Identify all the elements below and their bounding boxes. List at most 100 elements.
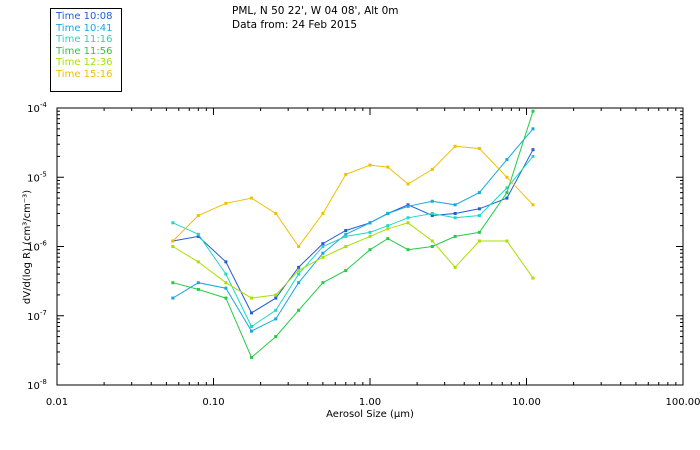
location-label: PML, N 50 22', W 04 08', Alt 0m	[232, 5, 399, 17]
x-tick-label: 100.00	[666, 397, 700, 408]
series-4-point	[368, 248, 372, 252]
series-1-point	[406, 203, 410, 207]
series-6-point	[171, 239, 175, 243]
series-3-point	[344, 234, 348, 238]
legend-entry: Time 11:56	[56, 45, 113, 57]
series-6-point	[344, 172, 348, 176]
series-6-point	[477, 147, 481, 151]
series-5-point	[171, 245, 175, 248]
series-5-point	[321, 255, 325, 259]
series-3-point	[453, 216, 457, 220]
series-6-point	[430, 167, 434, 171]
series-3-point	[297, 272, 301, 276]
legend-entry: Time 15:16	[56, 68, 113, 80]
series-2-point	[531, 127, 535, 131]
series-5-point	[505, 239, 509, 243]
series-6-point	[321, 211, 325, 215]
series-3-point	[171, 221, 175, 225]
series-6-point	[196, 214, 200, 218]
series-line-1	[172, 149, 534, 314]
series-2-point	[344, 232, 348, 236]
series-line-4	[172, 111, 534, 359]
series-4-point	[274, 335, 278, 339]
series-5-point	[297, 269, 301, 273]
series-4-point	[477, 230, 481, 234]
series-3-point	[505, 186, 509, 190]
series-2-point	[368, 221, 372, 225]
series-4-point	[321, 281, 325, 285]
legend-entry: Time 10:41	[56, 22, 113, 34]
series-3-point	[250, 324, 254, 328]
series-6-point	[406, 182, 410, 186]
series-3-point	[321, 245, 325, 248]
series-6-point	[250, 196, 254, 200]
series-1-point	[196, 234, 200, 238]
x-tick-label: 10.00	[512, 397, 541, 408]
series-4-point	[406, 248, 410, 252]
series-5-point	[250, 296, 254, 300]
date-label: Data from: 24 Feb 2015	[232, 19, 358, 31]
series-6-point	[274, 211, 278, 215]
y-tick-label: 10-6	[27, 240, 47, 254]
series-3-point	[430, 211, 434, 215]
series-2-point	[430, 199, 434, 203]
series-1-point	[505, 196, 509, 200]
series-2-point	[406, 204, 410, 208]
series-3-point	[196, 232, 200, 236]
series-4-point	[196, 287, 200, 291]
legend-entry: Time 12:36	[56, 57, 113, 68]
series-4-point	[453, 234, 457, 238]
series-4-point	[344, 269, 348, 273]
series-2-point	[505, 158, 509, 162]
series-3-point	[368, 230, 372, 234]
series-2-point	[321, 251, 325, 255]
series-4-point	[250, 355, 254, 359]
series-1-point	[344, 229, 348, 233]
series-4-point	[171, 281, 175, 285]
series-2-point	[224, 286, 228, 290]
series-5-point	[224, 281, 228, 285]
series-1-point	[250, 311, 254, 315]
x-axis-label: Aerosol Size (µm)	[326, 409, 414, 420]
series-5-point	[344, 245, 348, 248]
series-1-point	[430, 214, 434, 218]
x-tick-label: 1.00	[359, 397, 381, 408]
series-6-point	[505, 175, 509, 179]
series-line-3	[172, 156, 534, 328]
y-axis-label: dV/d(log R) (cm³/cm⁻³)	[22, 190, 33, 304]
series-2-point	[477, 191, 481, 195]
x-tick-label: 0.01	[46, 397, 68, 408]
series-4-point	[224, 296, 228, 300]
series-5-point	[477, 239, 481, 243]
series-2-point	[297, 281, 301, 285]
series-3-point	[274, 308, 278, 312]
series-5-point	[196, 260, 200, 264]
series-4-point	[430, 245, 434, 248]
x-axis: 0.01 0.10 1.00 10.00 100.00	[46, 108, 700, 408]
series-line-2	[172, 128, 534, 332]
series-6-point	[368, 163, 372, 167]
series-5-point	[453, 265, 457, 269]
y-tick-label: 10-8	[27, 378, 47, 392]
series-2-point	[250, 329, 254, 333]
series-5-point	[386, 227, 390, 231]
series-1-point	[477, 207, 481, 211]
series-6-point	[224, 201, 228, 205]
y-tick-label: 10-5	[27, 170, 47, 184]
series-4-point	[531, 109, 535, 113]
series-1-point	[531, 148, 535, 152]
y-tick-label: 10-4	[27, 101, 47, 115]
series-2-point	[386, 211, 390, 215]
series-4-point	[386, 237, 390, 241]
series-2-point	[274, 317, 278, 321]
series-5-point	[531, 276, 535, 280]
y-axis: 10-8 10-7 10-6 10-5 10-4	[27, 101, 683, 392]
series-1-point	[321, 242, 325, 246]
series-1-point	[224, 260, 228, 264]
legend-entry: Time 11:16	[56, 34, 113, 45]
series-3-point	[386, 224, 390, 228]
series-layer	[171, 109, 535, 359]
series-line-5	[172, 222, 534, 299]
series-6-point	[453, 144, 457, 148]
x-tick-label: 0.10	[202, 397, 224, 408]
